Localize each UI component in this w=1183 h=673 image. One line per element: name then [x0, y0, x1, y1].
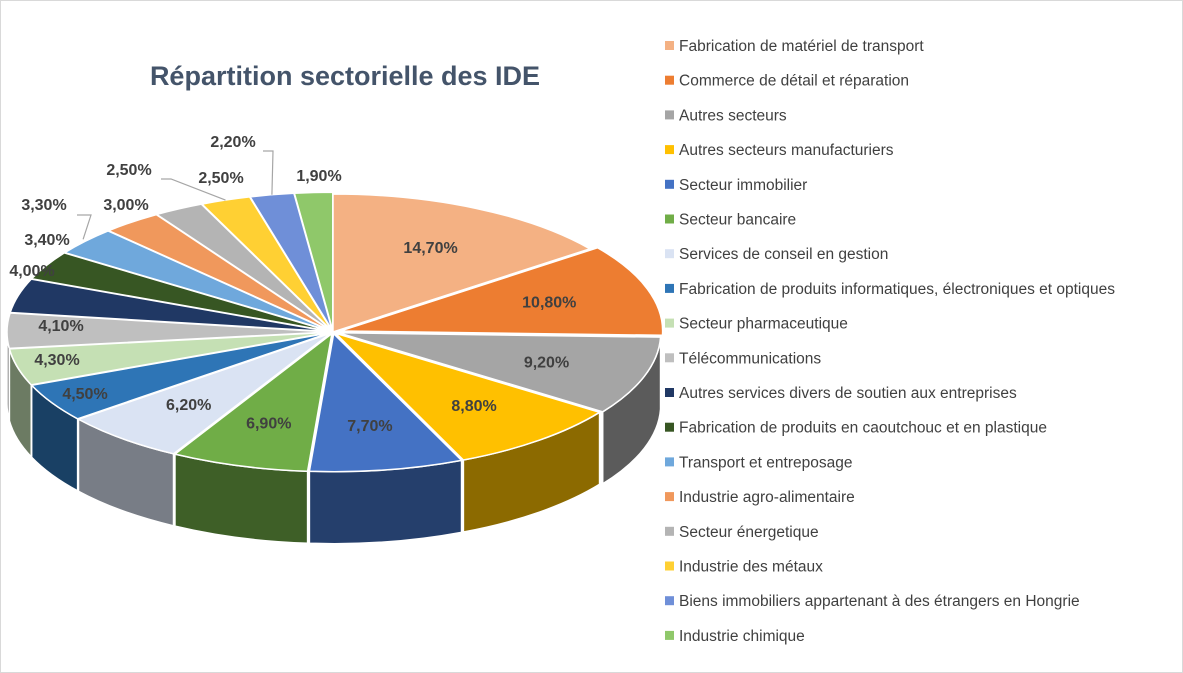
legend-swatch-1	[665, 75, 674, 85]
data-label-15: 2,50%	[106, 162, 151, 179]
data-label-1: 10,80%	[522, 295, 576, 312]
slice-17	[293, 191, 334, 332]
legend-label-6: Services de conseil en gestion	[679, 246, 888, 263]
data-label-2: 9,20%	[524, 354, 569, 371]
legend: Fabrication de matériel de transport Comm…	[665, 38, 1115, 645]
data-label-12: 3,30%	[21, 197, 66, 214]
data-label-10: 4,00%	[9, 263, 54, 280]
pie-sides	[6, 330, 664, 545]
data-label-14: 2,50%	[198, 170, 243, 187]
legend-label-10: Autres services divers de soutien aux en…	[679, 385, 1017, 402]
legend-label-11: Fabrication de produits en caoutchouc et…	[679, 420, 1047, 437]
legend-label-5: Secteur bancaire	[679, 212, 796, 229]
legend-label-13: Industrie agro-alimentaire	[679, 489, 855, 506]
data-label-6: 6,20%	[166, 397, 211, 414]
legend-swatch-15	[665, 561, 674, 571]
legend-swatch-13	[665, 492, 674, 502]
slice-3	[334, 332, 601, 461]
data-label-11: 3,40%	[24, 232, 69, 249]
legend-label-0: Fabrication de matériel de transport	[679, 38, 924, 55]
data-label-13: 3,00%	[103, 197, 148, 214]
legend-label-1: Commerce de détail et réparation	[679, 73, 909, 90]
legend-label-14: Secteur énergetique	[679, 524, 819, 541]
leader-line-15	[161, 178, 226, 201]
data-label-0: 14,70%	[403, 240, 457, 257]
legend-label-12: Transport et entreposage	[679, 454, 852, 471]
legend-swatch-9	[665, 353, 674, 363]
data-label-9: 4,10%	[38, 318, 83, 335]
legend-swatch-5	[665, 214, 674, 224]
legend-swatch-11	[665, 422, 674, 432]
legend-label-16: Biens immobiliers appartenant à des étra…	[679, 593, 1080, 610]
data-label-7: 4,50%	[62, 386, 107, 403]
legend-swatch-8	[665, 318, 674, 328]
slice-6	[77, 332, 332, 455]
data-label-16: 2,20%	[210, 134, 255, 151]
legend-swatch-6	[665, 249, 674, 259]
legend-label-7: Fabrication de produits informatiques, é…	[679, 281, 1115, 298]
legend-label-4: Secteur immobilier	[679, 177, 807, 194]
chart-title: Répartition sectorielle des IDE	[150, 61, 540, 91]
data-label-3: 8,80%	[451, 398, 496, 415]
legend-label-15: Industrie des métaux	[679, 559, 823, 576]
pie-slices	[6, 191, 664, 473]
data-label-4: 7,70%	[347, 418, 392, 435]
legend-swatch-4	[665, 179, 674, 189]
data-label-5: 6,90%	[246, 416, 291, 433]
slice-5	[174, 332, 333, 472]
legend-label-3: Autres secteurs manufacturiers	[679, 142, 894, 159]
legend-swatch-2	[665, 110, 674, 120]
data-labels: 14,70% 10,80% 9,20% 8,80% 7,70% 6,90% 6,20% 4,5…	[9, 134, 576, 435]
slice-side-4	[308, 459, 463, 545]
legend-swatch-3	[665, 145, 674, 155]
leader-line-12	[77, 214, 92, 240]
leader-line-16	[263, 150, 274, 195]
legend-swatch-7	[665, 283, 674, 293]
legend-label-8: Secteur pharmaceutique	[679, 316, 848, 333]
legend-swatch-16	[665, 596, 674, 606]
legend-swatch-17	[665, 630, 674, 640]
legend-swatch-12	[665, 457, 674, 467]
legend-swatch-0	[665, 41, 674, 50]
legend-swatch-10	[665, 388, 674, 397]
legend-label-9: Télécommunications	[679, 350, 821, 367]
data-label-17: 1,90%	[296, 168, 341, 185]
legend-label-2: Autres secteurs	[679, 107, 787, 124]
slice-0	[332, 193, 591, 333]
slice-4	[308, 332, 463, 473]
slice-2	[337, 332, 662, 413]
legend-swatch-14	[665, 526, 674, 536]
slice-1	[339, 247, 664, 337]
label-leader-lines	[77, 150, 274, 240]
legend-label-17: Industrie chimique	[679, 628, 805, 645]
data-label-8: 4,30%	[34, 352, 79, 369]
